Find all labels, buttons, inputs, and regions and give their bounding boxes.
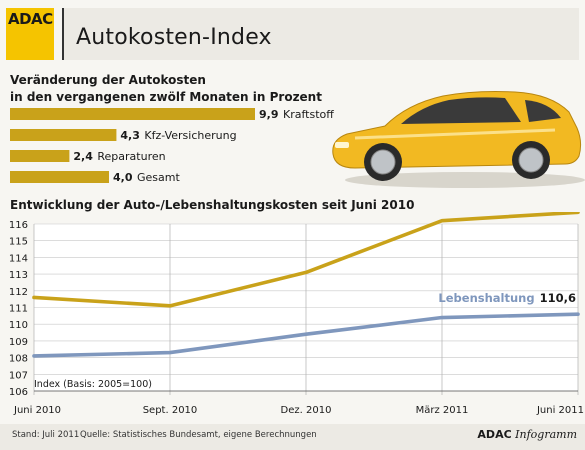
car-window [401, 97, 521, 124]
bar-0 [10, 108, 255, 120]
x-tick-label: Sept. 2010 [143, 405, 198, 416]
bar-value-label: 9,9 [259, 108, 279, 121]
series-label: Lebenshaltung 110,6 [438, 291, 576, 305]
data-point [169, 305, 171, 307]
logo-box [6, 8, 54, 60]
data-point [441, 220, 443, 222]
y-tick-label: 108 [9, 354, 28, 365]
bar-value-label: 4,3 [120, 129, 140, 142]
car-window-rear [525, 100, 561, 122]
bar-chart-subtitle-line2: in den vergangenen zwölf Monaten in Proz… [10, 90, 322, 104]
bar-category-label: Gesamt [137, 171, 180, 184]
footer-brand: ADAC Infogramm [477, 428, 577, 441]
x-tick-label: März 2011 [416, 405, 469, 416]
rear-rim [518, 147, 544, 173]
y-tick-label: 113 [9, 270, 28, 281]
adac-logo: ADAC [8, 10, 53, 28]
bar-category-label: Kraftstoff [283, 108, 334, 121]
title-divider [62, 8, 64, 60]
series-line-0 [32, 212, 580, 308]
y-tick-label: 106 [9, 387, 28, 398]
bar-3 [10, 171, 109, 183]
front-rim [370, 149, 396, 175]
x-tick-label: Dez. 2010 [281, 405, 332, 416]
y-tick-label: 112 [9, 287, 28, 298]
y-tick-label: 107 [9, 370, 28, 381]
line-chart-subtitle: Entwicklung der Auto-/Lebenshaltungskost… [10, 198, 415, 212]
y-tick-label: 109 [9, 337, 28, 348]
data-point [577, 313, 579, 315]
series-end-value: 110,6 [540, 291, 576, 305]
footer-source: Quelle: Statistisches Bundesamt, eigene … [80, 430, 317, 440]
y-tick-label: 111 [9, 304, 28, 315]
y-tick-label: 114 [9, 253, 28, 264]
page-title: Autokosten-Index [76, 25, 272, 50]
car-highlight [354, 128, 556, 140]
data-point [169, 352, 171, 354]
title-bar [62, 8, 579, 60]
bar-1 [10, 129, 117, 141]
car-illustration [332, 91, 585, 188]
footer-stand: Stand: Juli 2011 [12, 430, 80, 440]
x-tick-label: Juni 2011 [536, 405, 584, 416]
bar-category-label: Kfz-Versicherung [144, 129, 236, 142]
footer-brand-bold: ADAC [477, 428, 512, 441]
bar-2 [10, 150, 70, 162]
data-point [305, 333, 307, 335]
y-tick-label: 116 [9, 220, 28, 231]
bar-chart-subtitle: Veränderung der Autokosten in den vergan… [10, 72, 322, 106]
bar-value-label: 2,4 [73, 150, 93, 163]
bar-value-label: 4,0 [113, 171, 133, 184]
x-tick-label: Juni 2010 [13, 405, 61, 416]
bar-category-label: Reparaturen [97, 150, 165, 163]
data-point [33, 355, 35, 357]
y-axis-label: Index (Basis: 2005=100) [34, 379, 152, 390]
bar-chart-subtitle-line1: Veränderung der Autokosten [10, 73, 206, 87]
bar-chart: 9,9 Kraftstoff 4,3 Kfz-Versicherung 2,4 Repar… [10, 108, 334, 184]
footer-bar [0, 424, 585, 450]
y-tick-label: 115 [9, 237, 28, 248]
series-name: Lebenshaltung [438, 291, 534, 305]
line-chart: 106 107 108 109 110 111 112 113 114 115 116 Juni 20… [9, 212, 584, 416]
footer-brand-italic: Infogramm [515, 428, 577, 441]
series-line-1 [32, 312, 580, 358]
data-point [441, 317, 443, 319]
headlight [335, 142, 349, 148]
y-tick-label: 110 [9, 320, 28, 331]
data-point [305, 272, 307, 274]
data-point [33, 297, 35, 299]
